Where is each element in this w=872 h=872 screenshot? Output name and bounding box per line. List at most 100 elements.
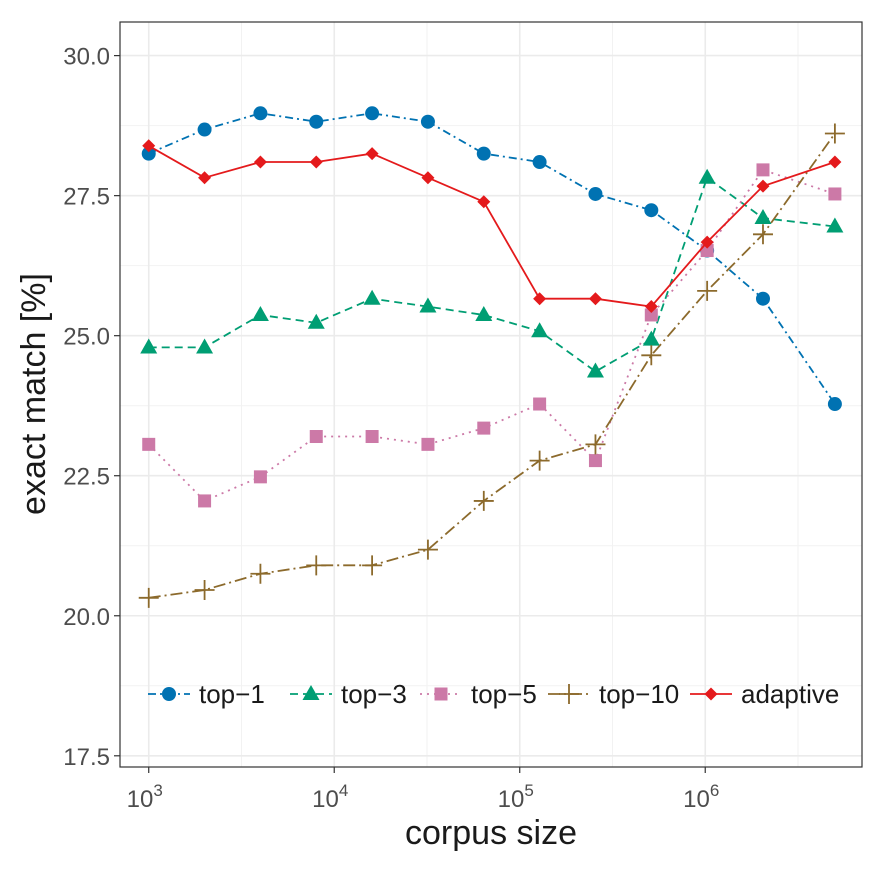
data-point xyxy=(194,579,215,600)
data-point xyxy=(142,437,156,451)
y-tick-label: 17.5 xyxy=(63,744,110,771)
data-point xyxy=(531,322,549,338)
data-point xyxy=(533,292,547,306)
series-layer xyxy=(138,106,845,608)
data-point xyxy=(644,308,658,322)
y-tick-label: 20.0 xyxy=(63,604,110,631)
data-point xyxy=(644,203,659,218)
data-point xyxy=(644,300,658,314)
data-point xyxy=(475,305,493,321)
x-tick-label: 103 xyxy=(127,781,163,813)
data-point xyxy=(417,539,438,560)
series-2 xyxy=(142,163,842,508)
series-4 xyxy=(142,139,842,314)
legend-label: top−3 xyxy=(341,679,407,709)
data-point xyxy=(365,147,379,161)
data-point xyxy=(828,187,842,201)
data-point xyxy=(826,217,844,233)
data-point xyxy=(698,168,716,184)
series-3 xyxy=(138,123,845,608)
data-point xyxy=(827,397,842,412)
data-point xyxy=(755,291,770,306)
legend-item: top−1 xyxy=(148,679,265,709)
data-point xyxy=(142,139,156,153)
data-point xyxy=(700,244,714,258)
data-point xyxy=(365,430,379,444)
data-point xyxy=(477,421,491,435)
data-point xyxy=(828,155,842,169)
plot-background xyxy=(120,22,862,767)
legend-item: top−5 xyxy=(420,679,537,709)
data-point xyxy=(362,555,383,576)
legend-label: top−10 xyxy=(599,679,679,709)
legend-label: adaptive xyxy=(741,679,839,709)
data-point xyxy=(141,146,156,161)
data-point xyxy=(365,106,380,121)
data-point xyxy=(473,490,494,511)
data-point xyxy=(309,155,323,169)
data-point xyxy=(642,330,660,346)
data-point xyxy=(588,292,602,306)
data-point xyxy=(309,430,323,444)
legend-key-marker xyxy=(704,687,718,701)
data-point xyxy=(140,338,158,354)
y-tick-label: 22.5 xyxy=(63,464,110,491)
data-point xyxy=(251,305,269,321)
legend-item: adaptive xyxy=(690,679,839,709)
data-point xyxy=(250,563,271,584)
data-point xyxy=(197,122,212,137)
legend-key-marker xyxy=(559,684,579,704)
data-point xyxy=(588,186,603,201)
y-tick-label: 27.5 xyxy=(63,184,110,211)
data-point xyxy=(756,179,770,193)
x-tick-label: 105 xyxy=(498,781,534,813)
legend-key-marker xyxy=(434,687,448,701)
grid-lines xyxy=(120,22,862,767)
axes: 17.5 20.0 22.5 25.0 27.5 30.0 103 104 105 106 xyxy=(63,44,719,813)
legend-item: top−3 xyxy=(290,679,407,709)
plot-panel-border xyxy=(119,21,863,768)
data-point xyxy=(421,171,435,185)
x-axis-title: corpus size xyxy=(405,814,577,852)
data-point xyxy=(198,494,212,508)
data-point xyxy=(420,114,435,129)
data-point xyxy=(138,587,159,608)
data-point xyxy=(306,555,327,576)
data-point xyxy=(196,338,214,354)
data-point xyxy=(756,163,770,177)
y-tick-label: 30.0 xyxy=(63,44,110,71)
data-point xyxy=(532,155,547,170)
data-point xyxy=(824,123,845,144)
legend-key-marker xyxy=(302,685,320,700)
data-point xyxy=(700,235,714,249)
data-point xyxy=(309,114,324,129)
legend-label: top−1 xyxy=(199,679,265,709)
legend-key-marker xyxy=(162,687,176,701)
data-point xyxy=(752,224,773,245)
data-point xyxy=(253,470,267,484)
legend-item: top−10 xyxy=(548,679,679,709)
y-tick-label: 25.0 xyxy=(63,324,110,351)
x-tick-label: 104 xyxy=(312,781,348,813)
legend-label: top−5 xyxy=(471,679,537,709)
data-point xyxy=(421,437,435,451)
data-point xyxy=(198,171,212,185)
data-point xyxy=(754,209,772,225)
data-point xyxy=(477,195,491,209)
data-point xyxy=(476,146,491,161)
data-point xyxy=(253,106,268,121)
data-point xyxy=(253,155,267,169)
data-point xyxy=(641,345,662,366)
data-point xyxy=(697,280,718,301)
data-point xyxy=(307,313,325,329)
legend: top−1 top−3 top−5 top−10 adaptive xyxy=(148,679,839,709)
data-point xyxy=(363,289,381,305)
data-point xyxy=(585,434,606,455)
data-point xyxy=(586,362,604,378)
data-point xyxy=(588,454,602,468)
data-point xyxy=(419,297,437,313)
data-point xyxy=(529,450,550,471)
series-1 xyxy=(140,168,844,378)
y-axis-title: exact match [%] xyxy=(15,273,53,515)
